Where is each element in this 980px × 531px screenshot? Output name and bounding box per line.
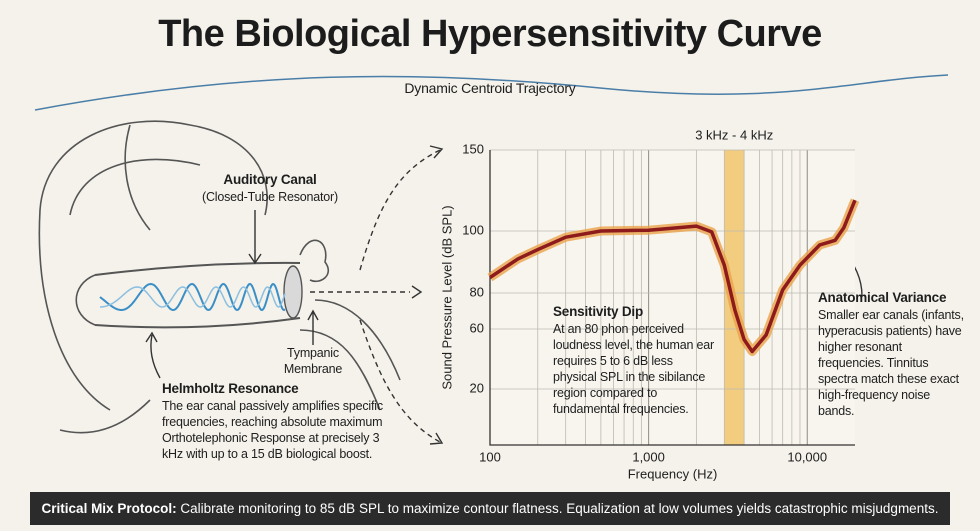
curve [489, 199, 857, 354]
annotation-title: Anatomical Variance [818, 290, 947, 305]
y-axis-label: Sound Pressure Level (dB SPL) [439, 205, 454, 389]
y-tick-label: 100 [462, 222, 484, 237]
footer-label: Critical Mix Protocol: [41, 501, 177, 516]
helmholtz-text: The ear canal passively amplifies specif… [162, 399, 383, 461]
footer-text: Calibrate monitoring to 85 dB SPL to max… [180, 501, 939, 516]
sound-wave [99, 282, 286, 312]
x-tick-label: 1,000 [632, 449, 665, 464]
x-tick-label: 10,000 [787, 449, 827, 464]
annotation-text: At an 80 phon perceived loudness level, … [553, 322, 714, 416]
sound-wave [100, 286, 286, 308]
annotation-title: Sensitivity Dip [553, 304, 644, 319]
y-tick-label: 60 [470, 320, 484, 335]
membrane-label: Tympanic Membrane [283, 346, 343, 376]
y-tick-label: 80 [470, 284, 484, 299]
y-tick-label: 150 [462, 141, 484, 156]
canal-title: Auditory Canal [223, 172, 317, 187]
axes [489, 150, 855, 446]
y-tick-label: 20 [470, 380, 484, 395]
footer: Critical Mix Protocol: Calibrate monitor… [30, 492, 950, 525]
annotation-text: Smaller ear canals (infants, hyperacusis… [818, 308, 964, 418]
trajectory-line [34, 74, 949, 111]
ear-drawing [38, 120, 401, 434]
x-tick-label: 100 [479, 449, 501, 464]
highlight-label: 3 kHz - 4 kHz [695, 127, 773, 142]
x-axis-label: Frequency (Hz) [628, 466, 718, 481]
plot-area [490, 150, 855, 445]
subtitle: Dynamic Centroid Trajectory [404, 80, 576, 96]
helmholtz-title: Helmholtz Resonance [162, 381, 299, 396]
canal-subtitle: (Closed-Tube Resonator) [202, 190, 338, 204]
title: The Biological Hypersensitivity Curve [158, 13, 822, 55]
eardrum [283, 265, 303, 319]
